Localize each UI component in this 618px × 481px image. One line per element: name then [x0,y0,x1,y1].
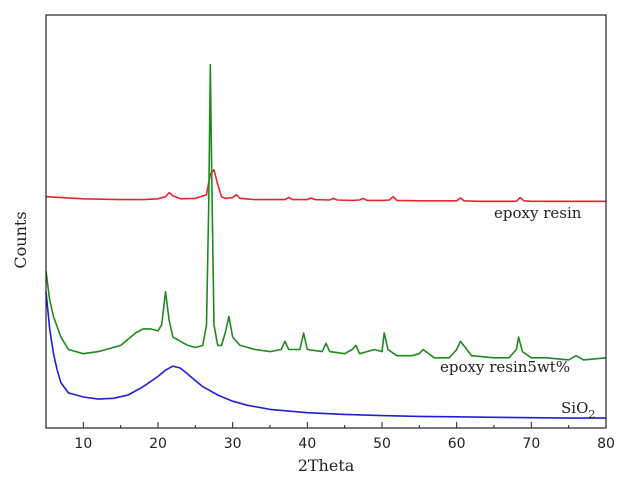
y-axis-title: Counts [11,211,30,268]
label-sio2-sub: 2 [588,408,595,421]
series-line-1 [45,63,607,361]
x-axis-title: 2Theta [298,456,355,475]
x-tick-label: 20 [149,436,167,452]
x-tick-label: 60 [448,436,466,452]
x-tick-label: 10 [74,436,92,452]
series-line-0 [45,169,606,203]
x-tick-label: 40 [298,436,316,452]
x-tick-label: 70 [522,436,540,452]
x-ticks: 10 20 30 40 50 60 70 80 [74,422,615,452]
label-sio2: SiO2 [561,399,595,421]
label-epoxy-resin: epoxy resin [494,204,582,222]
plot-frame [45,14,607,429]
x-tick-label: 80 [597,436,615,452]
plot-lines [45,63,607,419]
label-sio2-base: SiO [561,399,588,417]
label-epoxy-resin-5wt: epoxy resin5wt% [440,358,570,376]
x-tick-label: 30 [224,436,242,452]
x-tick-label: 50 [373,436,391,452]
series-line-2 [45,291,606,419]
